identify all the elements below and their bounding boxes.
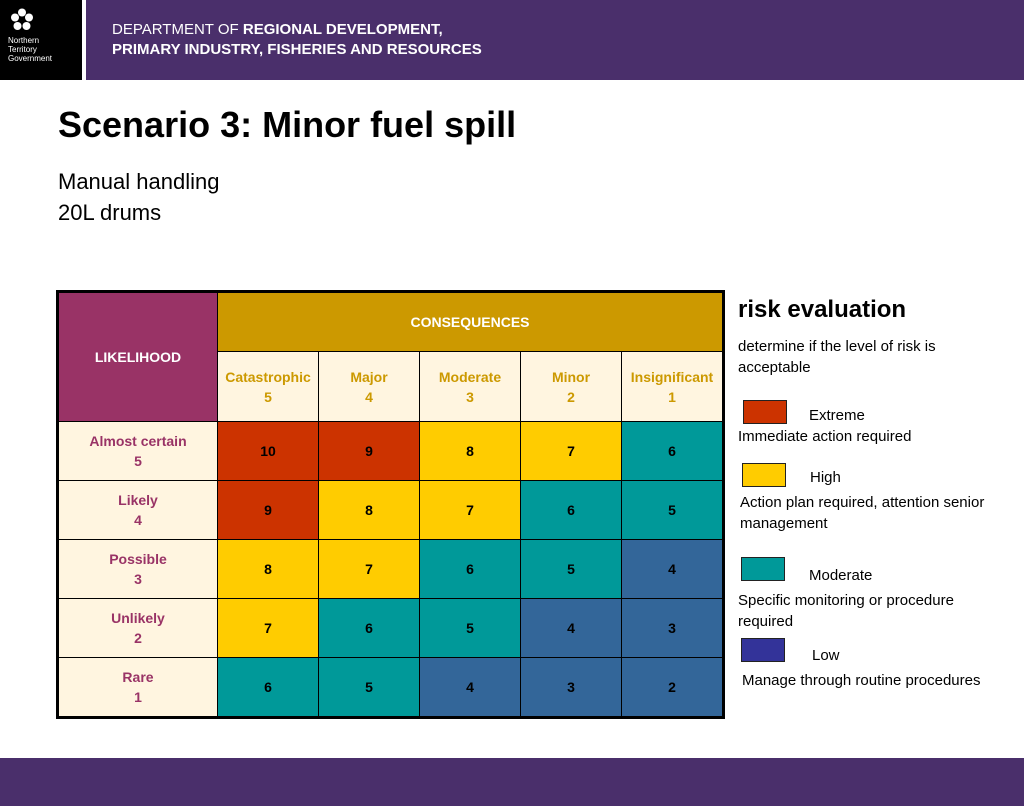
legend-swatch-moderate bbox=[741, 557, 785, 581]
risk-cell-high: 8 bbox=[419, 421, 521, 481]
legend-swatch-extreme bbox=[743, 400, 787, 424]
consequence-column-header: Minor 2 bbox=[520, 351, 622, 422]
risk-cell-moderate: 6 bbox=[318, 598, 420, 658]
risk-cell-low: 4 bbox=[520, 598, 622, 658]
risk-cell-moderate: 6 bbox=[217, 657, 319, 718]
risk-cell-high: 7 bbox=[419, 480, 521, 540]
consequence-name: Insignificant bbox=[630, 368, 714, 385]
legend-desc-extreme: Immediate action required bbox=[738, 428, 912, 445]
likelihood-name: Unlikely bbox=[111, 610, 165, 626]
nt-government-logo: Northern Territory Government bbox=[0, 0, 82, 80]
panel-description: determine if the level of risk is accept… bbox=[738, 338, 936, 376]
legend-swatch-low bbox=[741, 638, 785, 662]
risk-cell-high: 7 bbox=[217, 598, 319, 658]
likelihood-score: 1 bbox=[134, 689, 142, 705]
risk-cell-extreme: 9 bbox=[217, 480, 319, 540]
consequence-column-header: Catastrophic 5 bbox=[217, 351, 319, 422]
likelihood-score: 4 bbox=[134, 512, 142, 528]
risk-cell-extreme: 9 bbox=[318, 421, 420, 481]
consequence-score: 3 bbox=[466, 388, 474, 405]
table-row: Rare 1 6 5 4 3 2 bbox=[57, 657, 724, 718]
legend-name-low: Low bbox=[812, 647, 840, 664]
legend-swatch-high bbox=[742, 463, 786, 487]
risk-cell-low: 2 bbox=[621, 657, 724, 718]
risk-cell-low: 3 bbox=[520, 657, 622, 718]
likelihood-name: Likely bbox=[118, 492, 158, 508]
consequence-column-header: Moderate 3 bbox=[419, 351, 521, 422]
likelihood-score: 5 bbox=[134, 453, 142, 469]
table-row: Unlikely 2 7 6 5 4 3 bbox=[57, 598, 724, 658]
consequence-score: 1 bbox=[668, 388, 676, 405]
consequence-name: Major bbox=[350, 368, 388, 385]
likelihood-row-header: Almost certain 5 bbox=[57, 421, 218, 481]
flower-icon bbox=[11, 8, 33, 30]
consequence-column-header: Major 4 bbox=[318, 351, 420, 422]
risk-cell-moderate: 6 bbox=[419, 539, 521, 599]
risk-cell-moderate: 6 bbox=[621, 421, 724, 481]
header-bar: Northern Territory Government DEPARTMENT… bbox=[0, 0, 1024, 80]
likelihood-score: 2 bbox=[134, 630, 142, 646]
footer-bar bbox=[0, 758, 1024, 806]
table-row: Likely 4 9 8 7 6 5 bbox=[57, 480, 724, 540]
risk-cell-moderate: 5 bbox=[520, 539, 622, 599]
consequences-header: CONSEQUENCES bbox=[217, 290, 724, 353]
consequence-name: Catastrophic bbox=[225, 368, 311, 385]
risk-cell-moderate: 5 bbox=[621, 480, 724, 540]
likelihood-score: 3 bbox=[134, 571, 142, 587]
risk-cell-low: 4 bbox=[621, 539, 724, 599]
risk-cell-low: 4 bbox=[419, 657, 521, 718]
page-title: Scenario 3: Minor fuel spill bbox=[58, 104, 517, 145]
table-row: Possible 3 8 7 6 5 4 bbox=[57, 539, 724, 599]
subtitle-line: Manual handling bbox=[58, 169, 220, 194]
consequence-score: 5 bbox=[264, 388, 272, 405]
risk-cell-moderate: 5 bbox=[318, 657, 420, 718]
department-name: DEPARTMENT OF REGIONAL DEVELOPMENT, PRIM… bbox=[112, 21, 482, 58]
subtitle-line: 20L drums bbox=[58, 200, 162, 225]
consequence-name: Moderate bbox=[438, 368, 502, 385]
consequence-score: 4 bbox=[365, 388, 373, 405]
likelihood-name: Rare bbox=[122, 669, 154, 685]
likelihood-row-header: Rare 1 bbox=[57, 657, 218, 718]
legend-desc-low: Manage through routine procedures bbox=[742, 672, 981, 689]
likelihood-row-header: Possible 3 bbox=[57, 539, 218, 599]
risk-cell-extreme: 10 bbox=[217, 421, 319, 481]
table-row: Almost certain 5 10 9 8 7 6 bbox=[57, 421, 724, 481]
risk-matrix: LIKELIHOOD CONSEQUENCES Catastrophic 5 Maj… bbox=[56, 290, 725, 719]
legend-name-extreme: Extreme bbox=[809, 407, 865, 424]
likelihood-row-header: Unlikely 2 bbox=[57, 598, 218, 658]
legend-name-high: High bbox=[810, 469, 841, 486]
legend-name-moderate: Moderate bbox=[809, 567, 873, 584]
consequence-column-header: Insignificant 1 bbox=[621, 351, 724, 422]
legend-desc-moderate: Specific monitoring or procedure require… bbox=[738, 592, 954, 630]
risk-cell-moderate: 5 bbox=[419, 598, 521, 658]
risk-cell-high: 7 bbox=[318, 539, 420, 599]
logo-text: Northern Territory Government bbox=[8, 36, 53, 63]
likelihood-name: Possible bbox=[109, 551, 167, 567]
logo-separator bbox=[82, 0, 86, 80]
likelihood-header: LIKELIHOOD bbox=[57, 291, 218, 422]
likelihood-row-header: Likely 4 bbox=[57, 480, 218, 540]
panel-title: risk evaluation bbox=[738, 296, 907, 323]
legend-desc-high: Action plan required, attention senior m… bbox=[740, 494, 985, 532]
subtitle: Manual handling 20L drums bbox=[58, 166, 219, 228]
risk-cell-high: 8 bbox=[318, 480, 420, 540]
risk-cell-high: 8 bbox=[217, 539, 319, 599]
likelihood-name: Almost certain bbox=[89, 433, 187, 449]
consequence-score: 2 bbox=[567, 388, 575, 405]
consequence-name: Minor bbox=[551, 368, 591, 385]
risk-cell-low: 3 bbox=[621, 598, 724, 658]
risk-cell-moderate: 6 bbox=[520, 480, 622, 540]
risk-cell-high: 7 bbox=[520, 421, 622, 481]
